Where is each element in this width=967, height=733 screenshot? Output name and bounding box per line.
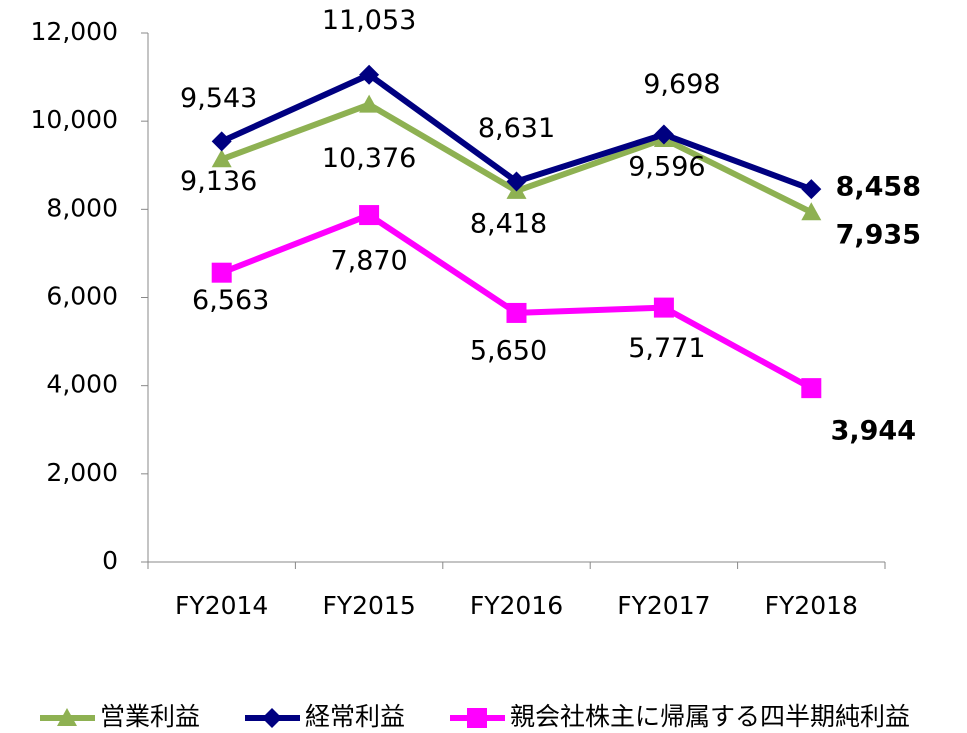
value-label: 7,870 [330,246,407,277]
point-marker [653,297,674,318]
point-marker [653,124,674,145]
y-tick-label: 12,000 [31,17,118,46]
value-label: 9,698 [643,69,720,100]
value-label: 6,563 [192,285,269,316]
legend-marker [262,708,282,728]
value-label: 3,944 [831,416,916,447]
value-label: 8,631 [478,113,555,144]
point-marker [211,131,232,152]
value-label: 9,543 [180,83,257,114]
legend-marker [57,708,77,726]
point-marker [506,171,527,192]
value-label: 5,771 [628,333,705,364]
point-marker [211,262,232,283]
point-marker [359,94,380,113]
point-marker [801,179,822,200]
x-tick-label: FY2014 [175,591,268,620]
legend-marker [467,708,487,728]
value-label: 9,596 [628,151,705,182]
value-label: 8,458 [836,172,921,203]
value-label: 8,418 [470,208,547,239]
x-tick-label: FY2018 [765,591,858,620]
value-label: 9,136 [180,166,257,197]
x-tick-label: FY2017 [617,591,710,620]
y-tick-label: 2,000 [46,458,118,487]
y-tick-label: 10,000 [31,105,118,134]
point-marker [801,202,822,221]
y-tick-label: 6,000 [46,282,118,311]
value-label: 5,650 [470,335,547,366]
point-marker [801,378,822,399]
y-tick-label: 8,000 [46,193,118,222]
value-label: 11,053 [322,5,416,36]
value-label: 10,376 [322,143,416,174]
legend-label: 営業利益 [100,702,200,731]
legend-label: 経常利益 [305,702,405,731]
point-marker [359,64,380,85]
legend-label: 親会社株主に帰属する四半期純利益 [510,702,910,731]
point-marker [211,149,232,168]
point-marker [506,302,527,323]
y-tick-label: 0 [102,546,118,575]
value-label: 7,935 [836,220,921,251]
x-tick-label: FY2016 [470,591,563,620]
x-tick-label: FY2015 [322,591,415,620]
y-tick-label: 4,000 [46,370,118,399]
point-marker [359,205,380,226]
